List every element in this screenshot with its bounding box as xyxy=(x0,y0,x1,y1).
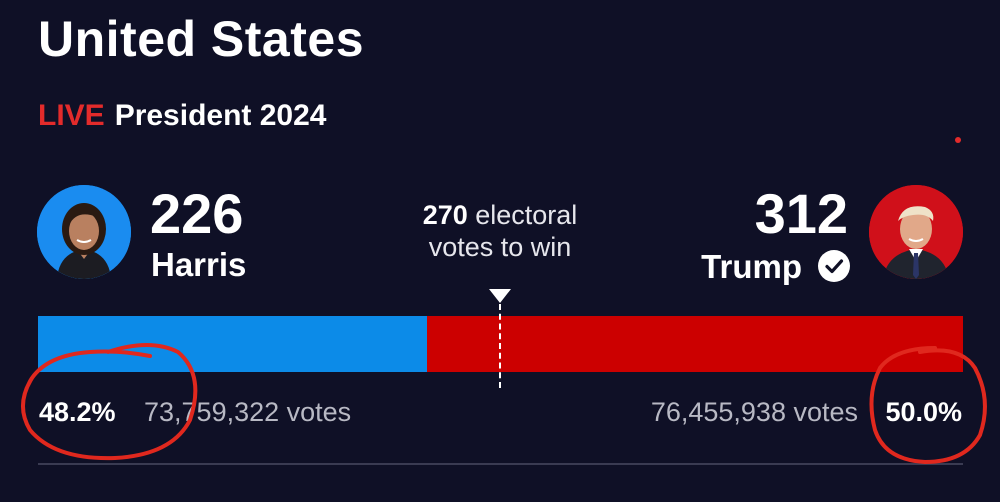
threshold-label-line1: electoral xyxy=(467,200,578,230)
race-heading: LIVE President 2024 xyxy=(38,98,326,134)
win-threshold-line xyxy=(499,304,501,388)
race-label: President 2024 xyxy=(114,99,327,132)
trump-portrait-icon xyxy=(869,185,963,279)
trump-bar-segment xyxy=(426,316,963,372)
harris-avatar xyxy=(37,185,131,279)
harris-vote-percent: 48.2% xyxy=(39,397,116,427)
threshold-number: 270 xyxy=(422,200,468,230)
harris-electoral-votes: 226 xyxy=(150,182,244,245)
live-badge: LIVE xyxy=(38,99,105,132)
trump-vote-percent: 50.0% xyxy=(885,397,962,427)
trump-electoral-votes: 312 xyxy=(754,182,848,245)
win-threshold: 270 electoral votes to win xyxy=(350,199,650,263)
live-dot-icon xyxy=(955,137,961,143)
trump-popular-votes: 76,455,938 votes xyxy=(650,397,858,427)
check-circle-icon xyxy=(818,250,850,282)
harris-popular-votes: 73,759,322 votes xyxy=(144,397,352,427)
trump-name: Trump xyxy=(701,248,802,285)
page-title: United States xyxy=(38,11,365,67)
trump-avatar xyxy=(869,185,963,279)
harris-name: Harris xyxy=(151,246,247,283)
harris-portrait-icon xyxy=(37,185,131,279)
divider xyxy=(38,463,963,465)
harris-bar-segment xyxy=(38,316,427,372)
triangle-down-icon xyxy=(489,289,511,303)
threshold-label-line2: votes to win xyxy=(428,232,572,262)
